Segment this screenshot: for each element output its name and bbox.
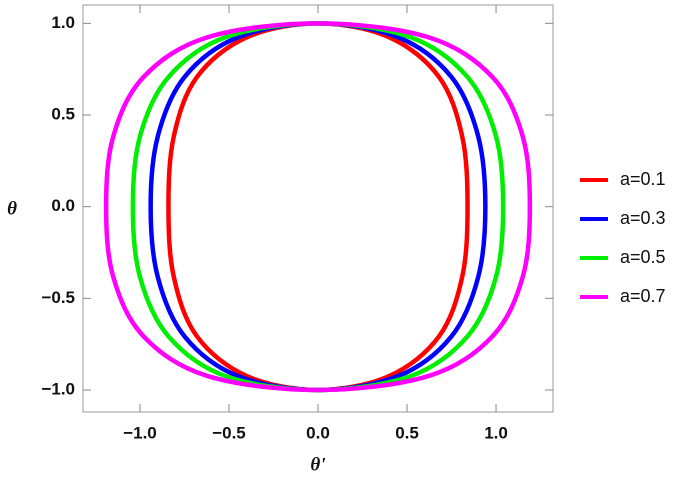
x-tick-label: 0.5 [395,423,419,442]
x-tick-label: 0.0 [306,423,330,442]
x-tick-label: 1.0 [484,423,508,442]
y-tick-label: −0.5 [41,288,75,307]
y-tick-label: 0.0 [51,196,75,215]
y-tick-label: 1.0 [51,13,75,32]
x-tick-label: −0.5 [212,423,246,442]
legend-label: a=0.1 [620,169,666,189]
curve [148,21,488,393]
x-axis-label: θ' [310,454,325,475]
curve [130,21,506,393]
curve [103,21,533,393]
x-tick-label: −1.0 [123,423,157,442]
y-tick-label: 0.5 [51,104,75,123]
legend-label: a=0.7 [620,286,666,306]
curve [166,21,470,393]
y-axis-label: θ [7,198,17,219]
y-tick-label: −1.0 [41,379,75,398]
legend-label: a=0.3 [620,208,666,228]
legend-label: a=0.5 [620,247,666,267]
